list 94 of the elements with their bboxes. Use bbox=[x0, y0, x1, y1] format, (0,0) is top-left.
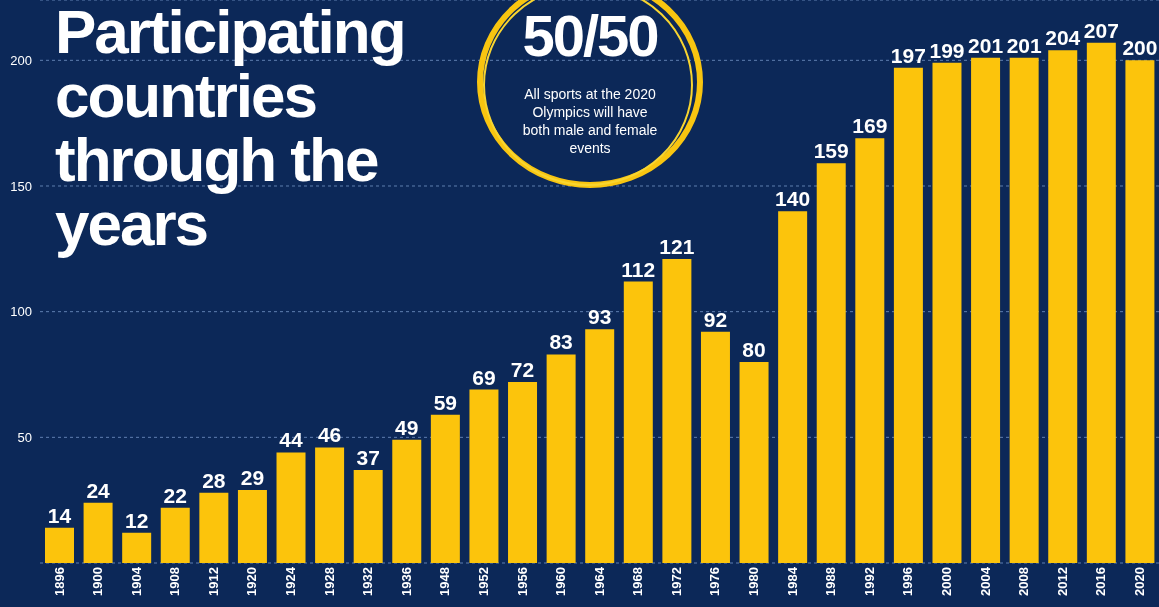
text: Participating countries through the years bbox=[55, 0, 406, 258]
x-tick-label: 1924 bbox=[283, 566, 299, 596]
x-tick-label: 1928 bbox=[321, 567, 337, 596]
data-label: 201 bbox=[1006, 33, 1042, 57]
x-tick-label: 1976 bbox=[707, 567, 723, 596]
bar bbox=[160, 507, 190, 563]
data-label: 199 bbox=[929, 38, 965, 62]
x-tick-label: 1972 bbox=[668, 567, 684, 596]
bar bbox=[83, 502, 113, 563]
data-label: 29 bbox=[240, 466, 265, 490]
bar bbox=[1125, 60, 1155, 563]
bar bbox=[585, 329, 615, 563]
data-label: 80 bbox=[742, 337, 766, 361]
bar bbox=[855, 138, 885, 563]
data-label: 83 bbox=[549, 330, 573, 354]
bar bbox=[1086, 42, 1116, 563]
x-tick-label: 1948 bbox=[437, 567, 453, 596]
bar bbox=[971, 57, 1001, 563]
bar bbox=[1048, 50, 1078, 563]
data-label: 28 bbox=[202, 468, 226, 492]
data-label: 201 bbox=[968, 33, 1004, 57]
data-label: 121 bbox=[659, 234, 695, 258]
data-label: 93 bbox=[588, 305, 612, 329]
bar bbox=[353, 470, 383, 563]
x-tick-label: 1984 bbox=[784, 566, 800, 596]
x-tick-label: 1908 bbox=[167, 567, 183, 596]
bar bbox=[662, 258, 692, 563]
data-label: 46 bbox=[317, 423, 342, 447]
x-tick-label: 2012 bbox=[1054, 567, 1070, 596]
bar bbox=[778, 211, 808, 563]
bar bbox=[932, 62, 962, 563]
data-label: 44 bbox=[279, 428, 304, 452]
data-label: 37 bbox=[356, 446, 380, 469]
x-tick-label: 1968 bbox=[630, 567, 646, 596]
x-tick-label: 2016 bbox=[1093, 567, 1109, 596]
bar bbox=[623, 281, 653, 563]
bar bbox=[315, 447, 345, 563]
bar bbox=[199, 492, 229, 563]
data-label: 49 bbox=[395, 415, 419, 439]
data-label: 204 bbox=[1045, 26, 1081, 50]
x-tick-label: 1964 bbox=[591, 566, 607, 596]
data-label: 169 bbox=[852, 114, 888, 138]
annotation: 50/50 bbox=[521, 2, 659, 69]
y-tick-label: 150 bbox=[10, 178, 32, 194]
bar bbox=[546, 354, 576, 563]
x-tick-label: 1896 bbox=[51, 567, 67, 596]
annotation: All sports at the 2020 Olympics will have both male and female events bbox=[521, 85, 659, 157]
data-label: 24 bbox=[86, 478, 111, 502]
bar bbox=[237, 490, 267, 563]
bar bbox=[739, 361, 769, 563]
x-tick-label: 1956 bbox=[514, 567, 530, 596]
x-tick-label: 2008 bbox=[1016, 567, 1032, 596]
bar bbox=[893, 67, 923, 563]
y-tick-label: 200 bbox=[10, 52, 32, 68]
data-label: 112 bbox=[621, 257, 656, 281]
data-label: 72 bbox=[510, 358, 535, 382]
bar bbox=[700, 331, 730, 563]
bar bbox=[1009, 57, 1039, 563]
bar bbox=[276, 452, 306, 563]
data-label: 12 bbox=[124, 508, 149, 532]
data-label: 22 bbox=[163, 483, 187, 507]
bar bbox=[508, 382, 538, 563]
x-tick-label: 1936 bbox=[398, 567, 414, 596]
y-tick-label: 100 bbox=[10, 304, 32, 320]
x-tick-label: 1900 bbox=[90, 567, 106, 596]
x-tick-label: 1932 bbox=[360, 567, 376, 596]
bar bbox=[122, 532, 152, 563]
bar bbox=[469, 389, 499, 563]
x-tick-label: 1980 bbox=[746, 567, 762, 596]
data-label: 69 bbox=[472, 365, 496, 389]
x-tick-label: 1960 bbox=[553, 567, 569, 596]
x-tick-label: 1904 bbox=[128, 566, 144, 596]
x-tick-label: 1992 bbox=[861, 567, 877, 596]
bar bbox=[45, 527, 74, 563]
data-label: 59 bbox=[433, 390, 458, 414]
data-label: 197 bbox=[890, 43, 926, 67]
x-tick-label: 2000 bbox=[939, 567, 955, 596]
data-label: 92 bbox=[703, 307, 728, 331]
data-label: 14 bbox=[47, 503, 72, 527]
x-tick-label: 1912 bbox=[205, 567, 221, 596]
x-tick-label: 1988 bbox=[823, 567, 839, 596]
y-tick-label: 50 bbox=[17, 429, 32, 445]
x-tick-label: 2020 bbox=[1131, 567, 1147, 596]
x-tick-label: 1996 bbox=[900, 567, 916, 596]
data-label: 159 bbox=[813, 139, 849, 163]
x-tick-label: 1952 bbox=[475, 567, 491, 596]
x-tick-label: 2004 bbox=[977, 566, 993, 596]
bar bbox=[430, 414, 460, 563]
data-label: 200 bbox=[1122, 36, 1158, 60]
data-label: 140 bbox=[775, 187, 811, 211]
bar bbox=[816, 163, 846, 563]
bar bbox=[392, 439, 422, 563]
x-tick-label: 1920 bbox=[244, 567, 260, 596]
data-label: 207 bbox=[1083, 18, 1119, 42]
